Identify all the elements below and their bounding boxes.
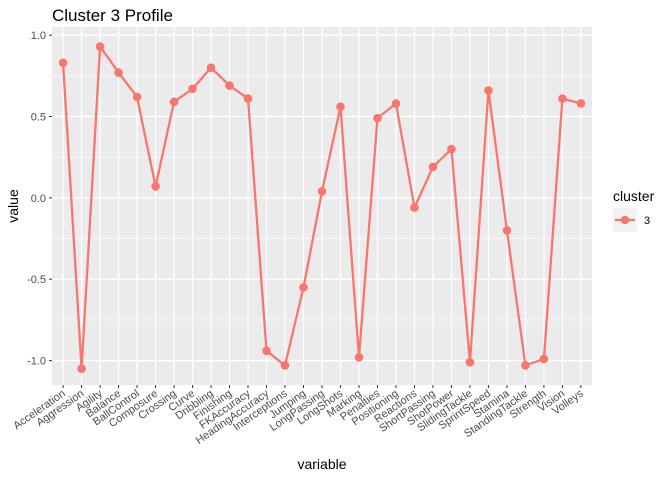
data-point xyxy=(132,92,142,102)
series-layer xyxy=(58,42,586,374)
legend-title: cluster xyxy=(613,188,655,204)
data-point xyxy=(188,84,197,94)
data-point xyxy=(373,113,382,123)
data-point xyxy=(151,182,160,191)
legend-label: 3 xyxy=(644,215,650,227)
data-point xyxy=(336,102,345,112)
y-axis-title: value xyxy=(5,189,21,223)
y-tick-label: 0.0 xyxy=(31,193,46,205)
data-point xyxy=(558,94,567,103)
data-point xyxy=(169,97,179,107)
data-point xyxy=(484,86,493,95)
x-axis-title: variable xyxy=(297,456,346,472)
data-point xyxy=(354,353,364,362)
data-point xyxy=(225,81,234,90)
legend: cluster 3 xyxy=(613,188,655,232)
data-point xyxy=(280,361,290,370)
data-point xyxy=(299,283,308,292)
data-point xyxy=(447,144,456,154)
legend-key-point xyxy=(620,215,630,225)
chart-title: Cluster 3 Profile xyxy=(52,6,173,25)
data-point xyxy=(58,58,68,68)
data-point xyxy=(95,42,105,51)
data-point xyxy=(391,99,401,108)
data-point xyxy=(206,63,216,72)
data-point xyxy=(317,187,327,196)
data-point xyxy=(410,203,419,212)
data-point xyxy=(428,162,438,172)
data-point xyxy=(576,99,586,108)
y-tick-label: -1.0 xyxy=(27,356,46,368)
y-tick-label: 0.5 xyxy=(31,112,46,124)
data-point xyxy=(521,361,530,370)
data-point xyxy=(243,94,253,103)
y-tick-label: 1.0 xyxy=(31,30,46,42)
y-tick-label: -0.5 xyxy=(27,274,46,286)
data-point xyxy=(77,364,86,374)
data-point xyxy=(114,68,123,77)
y-axis: -1.0 -0.5 0.0 0.5 1.0 xyxy=(27,30,52,368)
data-point xyxy=(539,354,549,364)
data-point xyxy=(262,346,271,356)
data-point xyxy=(502,226,512,235)
data-point xyxy=(465,357,475,367)
x-axis: AccelerationAggressionAgilityBalanceBall… xyxy=(11,385,586,447)
